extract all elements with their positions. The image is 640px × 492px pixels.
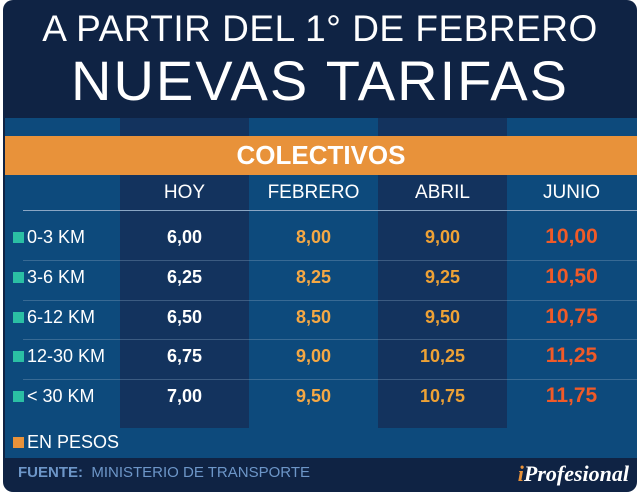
table-cell: 10,50: [545, 264, 598, 288]
source-label: FUENTE:: [18, 464, 83, 481]
row-divider: [23, 259, 637, 261]
source: FUENTE: MINISTERIO DE TRANSPORTE: [18, 464, 310, 481]
column-header: HOY: [163, 182, 206, 203]
table-cell: 9,50: [424, 306, 461, 327]
table-cell: 10,25: [419, 346, 466, 367]
header-rule: [23, 210, 637, 211]
legend-swatch: [13, 437, 24, 448]
table-cell: 9,00: [424, 227, 461, 247]
row-marker: [13, 271, 24, 283]
legend-label: EN PESOS: [27, 432, 120, 452]
subtitle: A PARTIR DEL 1° DE FEBRERO: [42, 8, 598, 49]
row-divider: [23, 379, 637, 381]
row-label: < 30 KM: [13, 386, 95, 407]
table-cell: 10,75: [419, 386, 466, 407]
row-marker: [13, 311, 24, 323]
row-label: 12-30 KM: [13, 346, 105, 367]
table-cell: 6,00: [166, 227, 203, 247]
row-marker: [13, 391, 24, 403]
column-header: ABRIL: [415, 182, 470, 203]
legend: EN PESOS: [13, 432, 119, 453]
table-cell: 11,75: [545, 384, 598, 408]
row-divider: [23, 339, 637, 341]
table-cell: 11,25: [545, 344, 598, 368]
table-cell: 6,75: [166, 346, 203, 367]
iprofesional-logo: iProfesional: [517, 461, 629, 486]
table-cell: 6,25: [166, 266, 203, 287]
title: NUEVAS TARIFAS: [71, 49, 569, 112]
section-banner: COLECTIVOS: [5, 136, 637, 175]
row-label: 0-3 KM: [13, 227, 85, 248]
table-cell: 10,00: [545, 225, 598, 248]
table-cell: 9,00: [295, 346, 332, 367]
table-area: COLECTIVOS HOY FEBRERO ABRIL JUNIO 0-3 KM 6,0…: [5, 118, 637, 458]
column-header: JUNIO: [543, 182, 600, 203]
row-label: 3-6 KM: [13, 267, 85, 288]
footer: FUENTE: MINISTERIO DE TRANSPORTE iProfes…: [3, 458, 637, 492]
table-cell: 6,50: [166, 306, 203, 327]
table-cell: 8,00: [295, 227, 332, 247]
row-divider: [23, 299, 637, 301]
row-label: 6-12 KM: [13, 307, 95, 328]
table-cell: 9,25: [424, 266, 461, 287]
table-cell: 10,75: [545, 304, 598, 328]
table-cell: 8,25: [295, 266, 332, 287]
row-marker: [13, 232, 24, 243]
table-cell: 7,00: [166, 386, 203, 407]
row-marker: [13, 351, 24, 363]
infographic-card: A PARTIR DEL 1° DE FEBRERO NUEVAS TARIFA…: [3, 0, 637, 492]
source-text: MINISTERIO DE TRANSPORTE: [91, 464, 310, 481]
table-cell: 8,50: [295, 306, 332, 327]
table-cell: 9,50: [295, 386, 332, 407]
column-header: FEBRERO: [267, 182, 360, 203]
